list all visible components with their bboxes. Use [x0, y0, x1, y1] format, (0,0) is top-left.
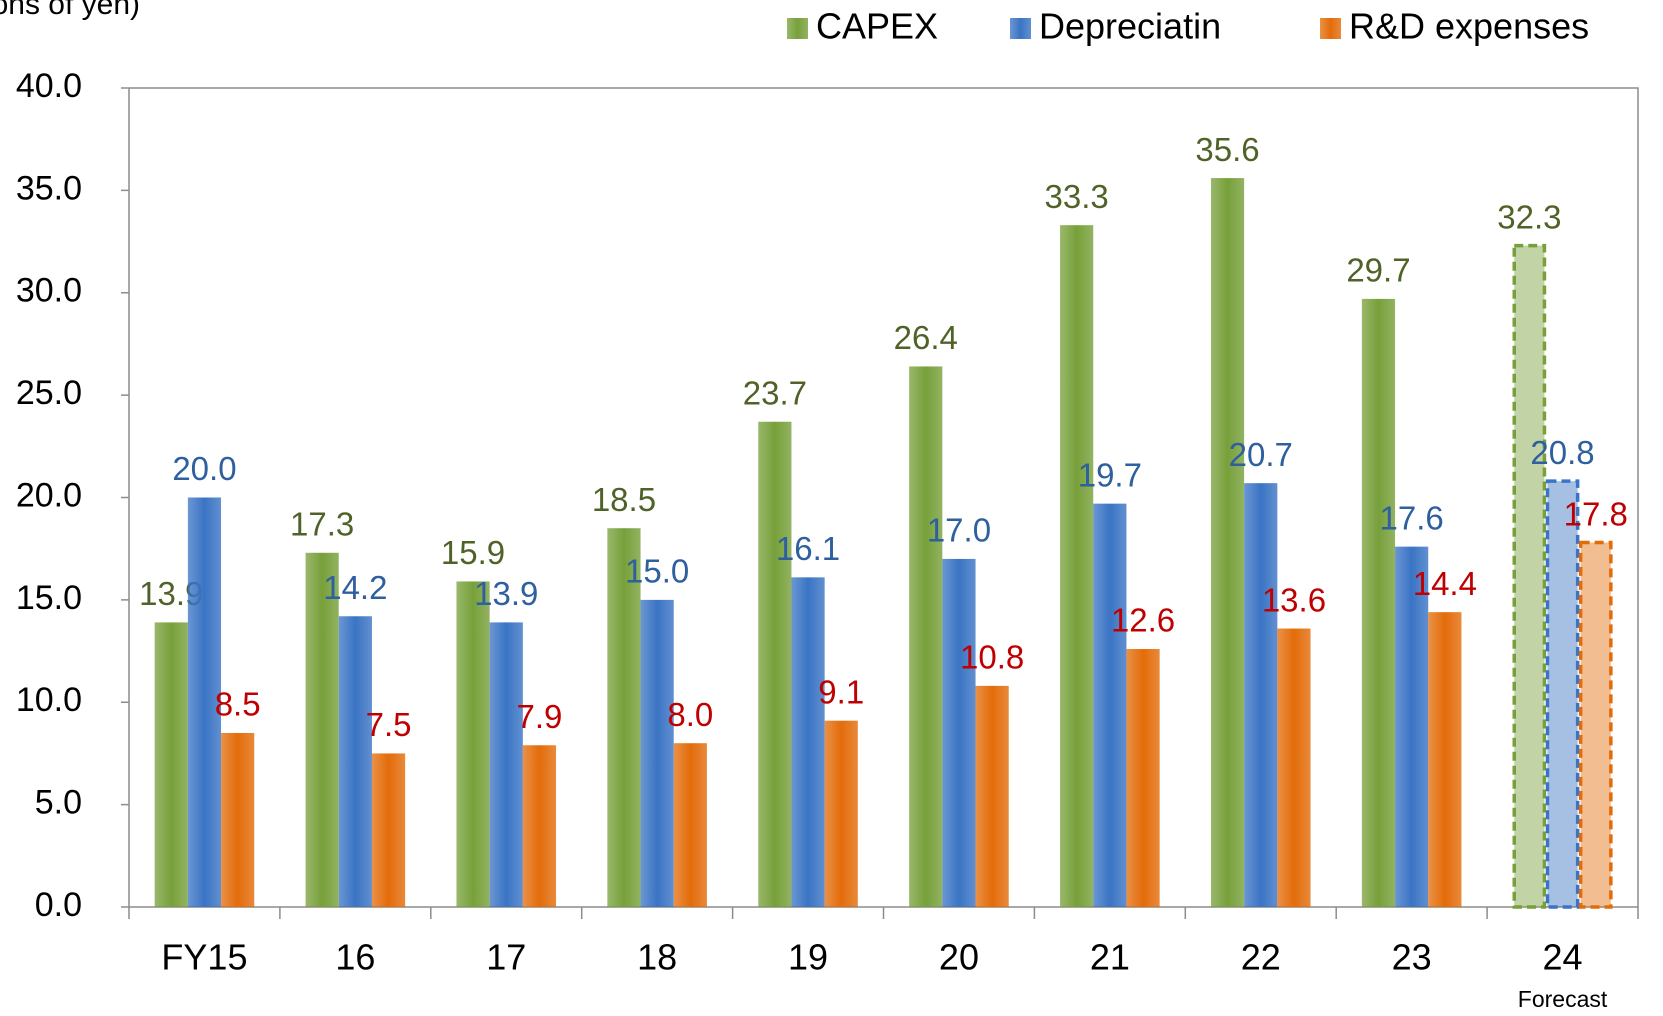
bar [221, 732, 255, 907]
x-tick-label: 19 [788, 937, 828, 978]
forecast-annotation: Forecast [1518, 986, 1608, 1012]
bar [1210, 178, 1245, 908]
data-label: 15.0 [625, 553, 689, 590]
x-tick-label: 16 [335, 937, 375, 978]
bar [456, 581, 490, 907]
bar-forecast [1512, 243, 1547, 909]
bar [1395, 546, 1429, 907]
bar [1244, 483, 1278, 907]
y-tick-label: 5.0 [35, 784, 82, 822]
bar [522, 745, 557, 907]
data-label: 19.7 [1078, 456, 1142, 493]
data-label: 13.6 [1262, 581, 1326, 618]
legend-label: CAPEX [816, 6, 938, 47]
y-tick-label: 15.0 [16, 579, 82, 617]
data-label: 23.7 [743, 374, 807, 411]
data-label: 32.3 [1497, 198, 1561, 235]
legend-label: Depreciatin [1039, 6, 1221, 47]
x-tick-label: 18 [637, 937, 677, 978]
y-tick-label: 10.0 [16, 681, 82, 719]
bar [1093, 503, 1127, 907]
bar [1361, 298, 1396, 908]
data-label: 10.8 [960, 639, 1024, 676]
data-label: 12.6 [1111, 602, 1175, 639]
bar [371, 753, 406, 907]
bar [673, 743, 707, 907]
data-label: 17.0 [927, 512, 991, 549]
data-label: 14.4 [1413, 565, 1477, 602]
data-label: 17.3 [290, 506, 354, 543]
y-tick-label: 25.0 [16, 374, 82, 412]
data-label: 7.9 [517, 698, 563, 735]
x-tick-label: 20 [939, 937, 979, 978]
data-label: 29.7 [1346, 252, 1410, 289]
bar-forecast [1578, 540, 1613, 909]
data-label: 8.5 [215, 686, 261, 723]
data-label: 18.5 [592, 481, 656, 518]
bar [640, 599, 674, 907]
bar [489, 622, 523, 907]
data-label: 8.0 [667, 696, 713, 733]
legend-swatch [1320, 18, 1341, 39]
data-label: 15.9 [441, 534, 505, 571]
bar [975, 685, 1009, 907]
bar [187, 497, 222, 907]
x-tick-label: 21 [1090, 937, 1130, 978]
y-tick-label: 30.0 [16, 272, 82, 310]
data-label: 14.2 [323, 569, 387, 606]
data-label: 33.3 [1045, 178, 1109, 215]
bar [338, 616, 372, 907]
data-label: 13.9 [474, 575, 538, 612]
y-axis-label: (Billions of yen) [0, 0, 140, 21]
x-tick-label: 22 [1241, 937, 1281, 978]
data-label: 35.6 [1195, 131, 1259, 168]
bar [942, 558, 976, 907]
y-tick-label: 20.0 [16, 476, 82, 514]
data-label: 20.7 [1229, 436, 1293, 473]
bar [154, 622, 188, 907]
bar [1126, 649, 1160, 907]
bar [791, 577, 825, 907]
bar [1060, 225, 1094, 907]
data-label: 7.5 [366, 706, 412, 743]
data-label: 20.0 [172, 450, 236, 487]
bar [607, 528, 641, 907]
legend-label: R&D expenses [1349, 6, 1589, 47]
data-label: 26.4 [894, 319, 958, 356]
data-label: 16.1 [776, 530, 840, 567]
bar-forecast [1545, 479, 1580, 909]
x-tick-label: 23 [1392, 937, 1432, 978]
x-tick-label: FY15 [161, 937, 247, 978]
bar [824, 720, 858, 907]
y-tick-label: 40.0 [16, 67, 82, 105]
x-tick-label: 24 [1543, 937, 1583, 978]
x-tick-label: 17 [486, 937, 526, 978]
data-label: 9.1 [818, 673, 864, 710]
data-label: 17.8 [1564, 495, 1628, 532]
bar [1428, 612, 1462, 907]
bar [758, 421, 792, 907]
legend-swatch [1010, 18, 1031, 39]
bar [305, 552, 339, 907]
legend-swatch [787, 18, 808, 39]
y-tick-label: 35.0 [16, 169, 82, 207]
data-label: 20.8 [1530, 434, 1594, 471]
data-label: 17.6 [1380, 499, 1444, 536]
y-tick-label: 0.0 [35, 886, 82, 924]
bar [909, 366, 943, 908]
bar [1277, 628, 1311, 907]
